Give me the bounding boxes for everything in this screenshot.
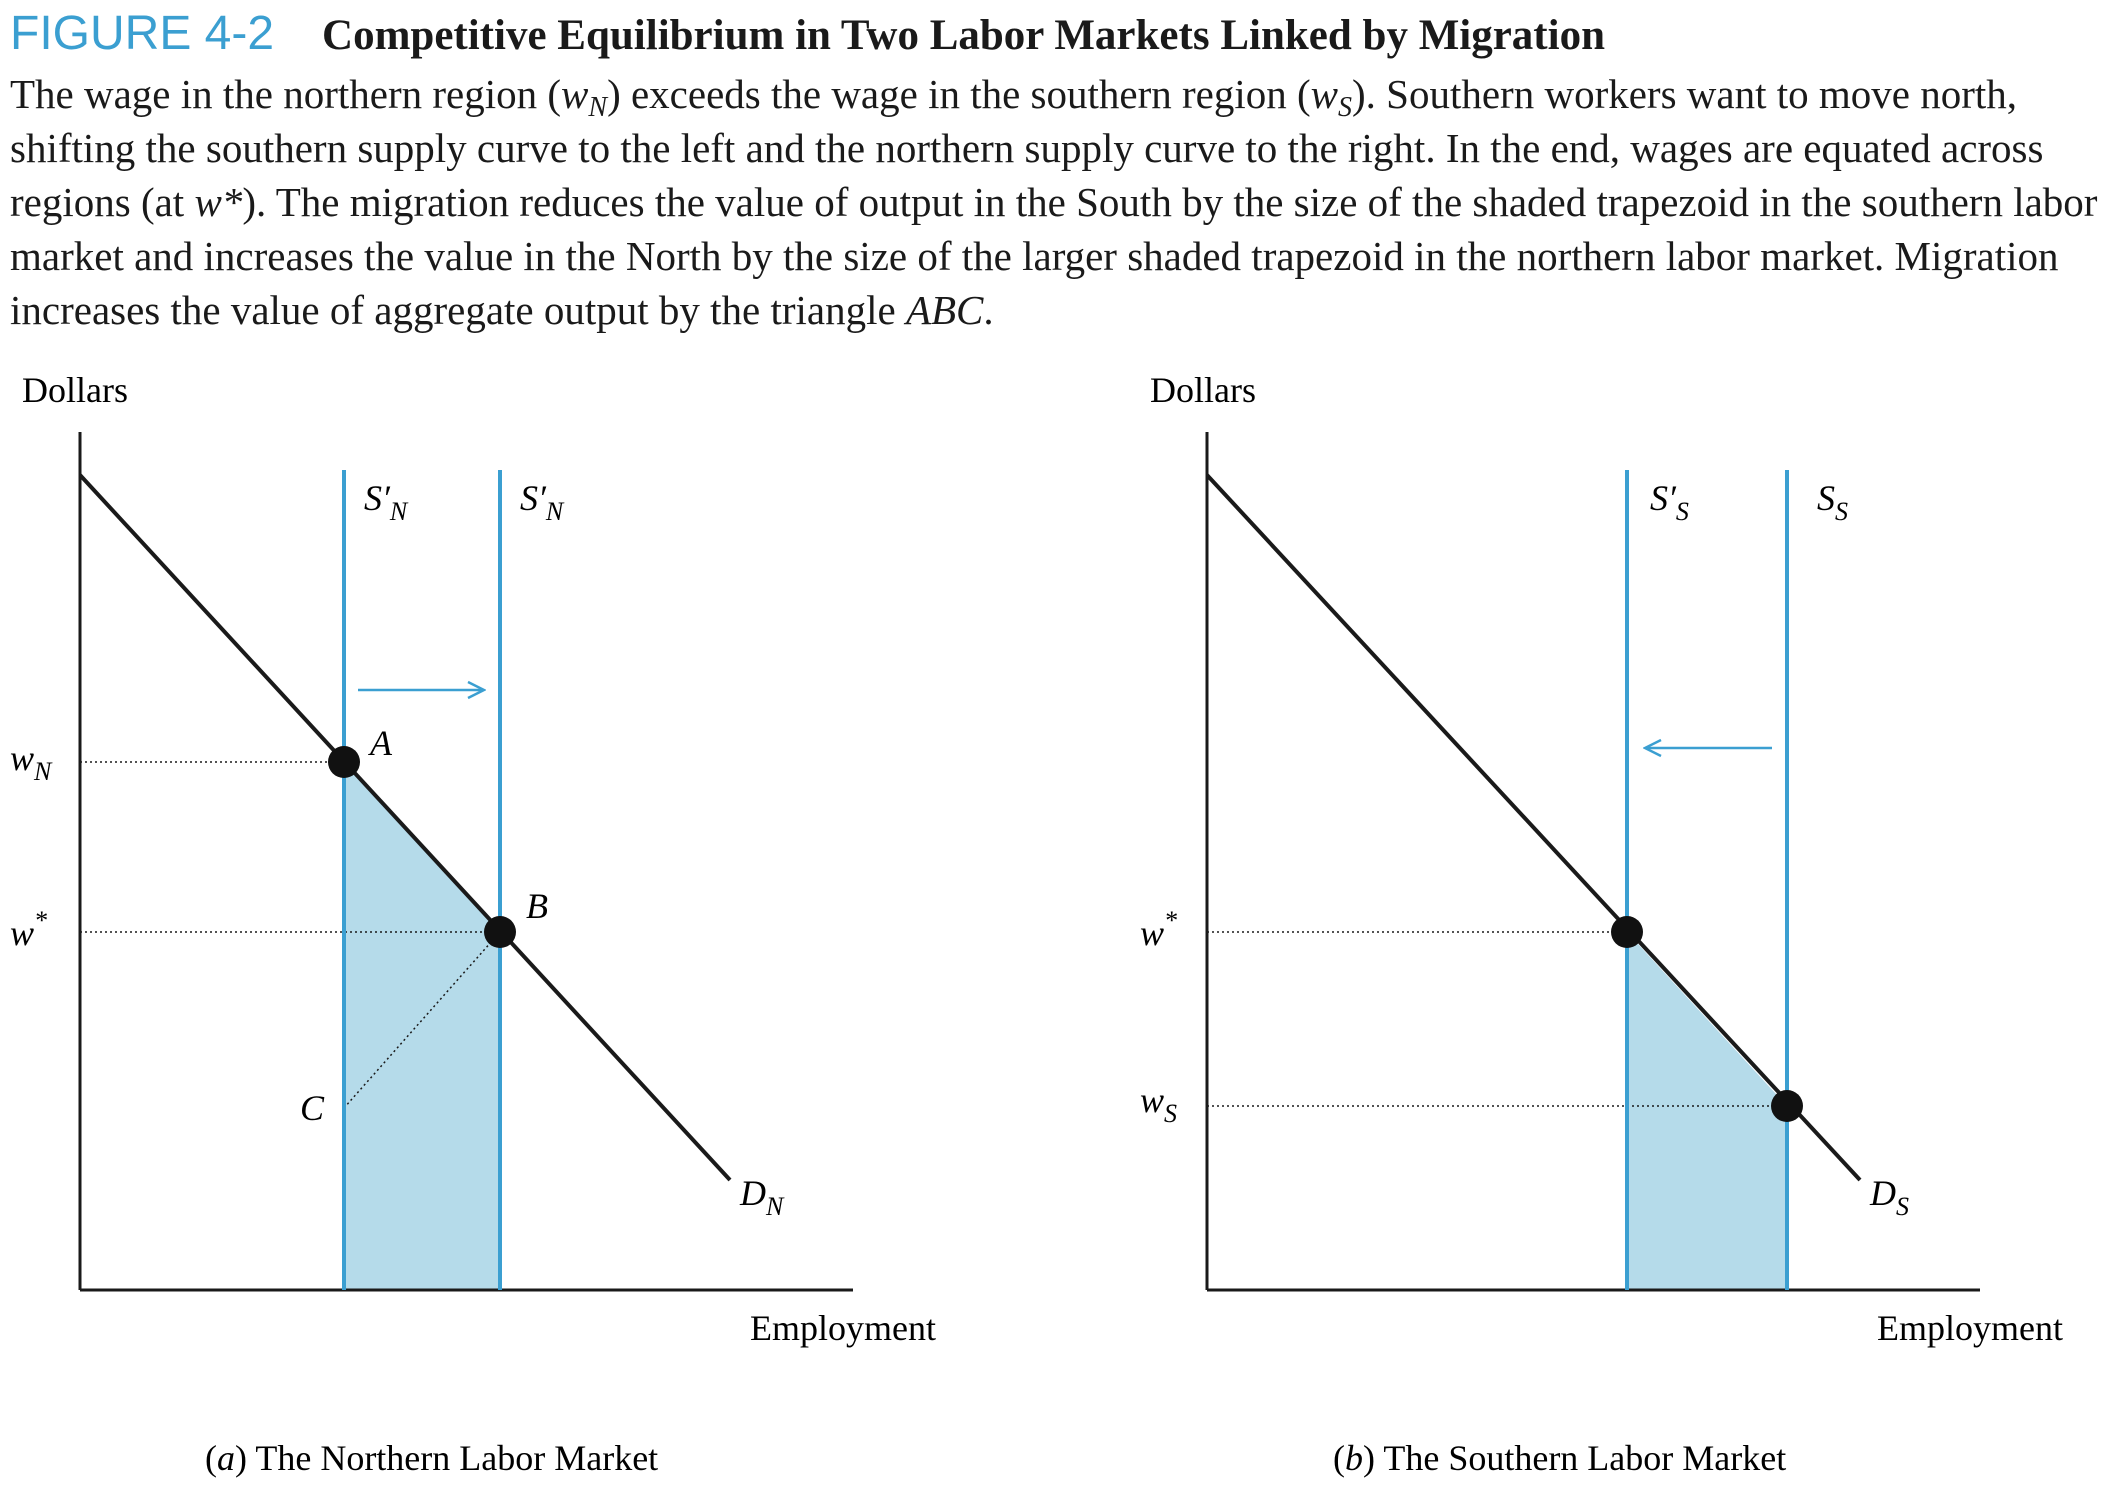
south-supply-left-label: S′S — [1650, 478, 1689, 526]
north-wage-high-label: wN — [10, 738, 53, 786]
south-supply-right-label: SS — [1817, 478, 1848, 526]
north-gain-trapezoid — [344, 762, 500, 1290]
south-point-equilibrium-new — [1611, 916, 1643, 948]
figure-header: FIGURE 4-2 Competitive Equilibrium in Tw… — [10, 6, 2110, 337]
north-panel: Dollars Employment S′N S′N DN wN w* A B … — [10, 370, 936, 1478]
north-point-a — [328, 746, 360, 778]
south-x-axis-label: Employment — [1877, 1308, 2063, 1348]
south-wage-eq-label: w* — [1140, 906, 1177, 953]
south-y-axis-label: Dollars — [1150, 370, 1256, 410]
figure-title-line: FIGURE 4-2 Competitive Equilibrium in Tw… — [10, 6, 2110, 61]
north-demand-curve — [78, 473, 732, 1182]
north-supply-right-label: S′N — [520, 478, 565, 526]
north-point-a-label: A — [368, 723, 393, 763]
north-point-b-label: B — [526, 886, 548, 926]
north-bc-guide — [343, 931, 501, 1109]
south-loss-trapezoid — [1627, 932, 1787, 1290]
north-point-c-label: C — [300, 1088, 325, 1128]
north-supply-left-label: S′N — [364, 478, 409, 526]
figure-title: Competitive Equilibrium in Two Labor Mar… — [322, 12, 1605, 59]
south-panel-caption: (b) The Southern Labor Market — [1333, 1438, 1786, 1478]
figure-caption: The wage in the northern region (wN) exc… — [10, 71, 2098, 333]
north-y-axis-label: Dollars — [22, 370, 128, 410]
north-point-b — [484, 916, 516, 948]
south-panel: Dollars Employment S′S SS DS w* wS (b) T… — [1140, 370, 2063, 1478]
figure-label: FIGURE 4-2 — [10, 7, 275, 60]
north-panel-caption: (a) The Northern Labor Market — [205, 1438, 658, 1478]
south-point-equilibrium-old — [1771, 1090, 1803, 1122]
north-wage-eq-label: w* — [10, 906, 47, 953]
south-wage-low-label: wS — [1140, 1080, 1177, 1128]
north-demand-label: DN — [739, 1173, 785, 1221]
north-x-axis-label: Employment — [750, 1308, 936, 1348]
south-demand-curve — [1205, 473, 1862, 1182]
south-demand-label: DS — [1869, 1173, 1909, 1221]
